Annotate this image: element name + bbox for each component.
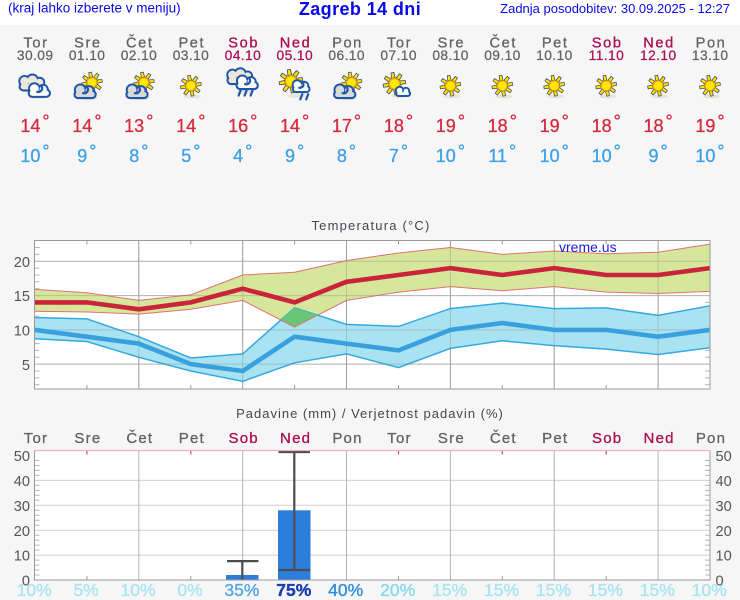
svg-text:50: 50: [716, 449, 732, 465]
svg-text:9°: 9 °: [648, 141, 667, 166]
svg-text:Zadnja posodobitev: 30.09.2025: Zadnja posodobitev: 30.09.2025 - 12:27: [500, 1, 730, 16]
svg-text:15%: 15%: [536, 580, 571, 600]
svg-text:Pet: Pet: [542, 430, 568, 447]
svg-text:40: 40: [716, 474, 732, 490]
svg-text:Čet: Čet: [126, 430, 153, 447]
svg-text:20: 20: [716, 524, 732, 540]
svg-text:Pon: Pon: [332, 430, 362, 447]
svg-text:07.10: 07.10: [380, 48, 417, 63]
svg-text:Ned: Ned: [643, 35, 675, 51]
svg-text:9°: 9 °: [285, 141, 304, 166]
svg-text:01.10: 01.10: [69, 48, 106, 63]
svg-text:Sre: Sre: [74, 430, 101, 447]
svg-text:Pon: Pon: [332, 35, 363, 51]
svg-text:15: 15: [14, 289, 30, 305]
svg-text:09.10: 09.10: [484, 48, 521, 63]
svg-text:20: 20: [14, 255, 30, 271]
svg-text:Tor: Tor: [387, 35, 412, 51]
svg-text:20%: 20%: [380, 580, 415, 600]
svg-text:Ned: Ned: [644, 430, 675, 447]
svg-text:Pet: Pet: [178, 35, 205, 51]
svg-text:19°: 19 °: [695, 112, 724, 137]
svg-text:4°: 4 °: [233, 141, 252, 166]
svg-text:10.10: 10.10: [536, 48, 573, 63]
svg-text:5%: 5%: [73, 580, 98, 600]
svg-text:vreme.us: vreme.us: [559, 239, 617, 255]
svg-text:20: 20: [14, 524, 30, 540]
svg-text:Padavine (mm) / Verjetnost pad: Padavine (mm) / Verjetnost padavin (%): [236, 406, 504, 421]
svg-text:40%: 40%: [328, 580, 363, 600]
svg-text:Pon: Pon: [696, 35, 727, 51]
svg-text:9°: 9 °: [77, 141, 96, 166]
svg-text:Čet: Čet: [490, 34, 518, 51]
svg-text:Sre: Sre: [438, 35, 466, 51]
svg-text:10%: 10%: [17, 580, 52, 600]
svg-text:Pet: Pet: [542, 35, 569, 51]
svg-text:18°: 18 °: [643, 112, 672, 137]
svg-text:8°: 8 °: [337, 141, 356, 166]
svg-text:15%: 15%: [640, 580, 675, 600]
svg-text:(kraj lahko izberete v meniju): (kraj lahko izberete v meniju): [8, 1, 181, 16]
svg-text:06.10: 06.10: [328, 48, 365, 63]
svg-text:12.10: 12.10: [640, 48, 677, 63]
svg-text:Pet: Pet: [179, 430, 205, 447]
svg-text:30.09: 30.09: [17, 48, 54, 63]
svg-text:11.10: 11.10: [589, 48, 625, 63]
svg-text:35%: 35%: [224, 580, 259, 600]
svg-text:10%: 10%: [120, 580, 155, 600]
svg-text:14°: 14 °: [280, 112, 309, 137]
svg-text:18°: 18 °: [592, 112, 621, 137]
svg-text:5°: 5 °: [181, 141, 200, 166]
svg-text:03.10: 03.10: [173, 48, 210, 63]
svg-text:13.10: 13.10: [692, 48, 729, 63]
svg-text:10°: 10 °: [436, 141, 465, 166]
svg-text:10°: 10 °: [540, 141, 569, 166]
svg-text:Pon: Pon: [696, 430, 726, 447]
svg-text:10%: 10%: [692, 580, 727, 600]
svg-text:14°: 14 °: [20, 112, 49, 137]
svg-text:15%: 15%: [484, 580, 519, 600]
svg-text:Tor: Tor: [24, 430, 48, 447]
svg-text:Sre: Sre: [74, 35, 102, 51]
svg-text:30: 30: [14, 499, 30, 515]
svg-text:Ned: Ned: [280, 430, 311, 447]
svg-text:Čet: Čet: [126, 34, 154, 51]
svg-text:10: 10: [14, 549, 30, 565]
svg-text:Sob: Sob: [228, 35, 259, 51]
svg-text:10: 10: [716, 549, 732, 565]
svg-text:Čet: Čet: [490, 430, 517, 447]
svg-text:0: 0: [716, 574, 724, 590]
svg-text:50: 50: [14, 449, 30, 465]
svg-text:Temperatura (°C): Temperatura (°C): [311, 218, 430, 233]
svg-text:15%: 15%: [588, 580, 623, 600]
svg-text:Ned: Ned: [280, 35, 312, 51]
svg-text:8°: 8 °: [129, 141, 148, 166]
svg-text:30: 30: [716, 499, 732, 515]
svg-text:Tor: Tor: [23, 35, 48, 51]
svg-text:0%: 0%: [177, 580, 202, 600]
svg-text:Sob: Sob: [592, 35, 623, 51]
svg-text:04.10: 04.10: [225, 48, 262, 63]
svg-text:15%: 15%: [432, 580, 467, 600]
svg-text:Sob: Sob: [229, 430, 259, 447]
svg-text:75%: 75%: [276, 580, 311, 600]
svg-text:Sob: Sob: [592, 430, 622, 447]
svg-text:05.10: 05.10: [277, 48, 314, 63]
svg-text:17°: 17 °: [332, 112, 361, 137]
svg-text:Zagreb 14 dni: Zagreb 14 dni: [299, 0, 421, 19]
svg-text:10: 10: [14, 324, 30, 340]
svg-text:Tor: Tor: [387, 430, 411, 447]
svg-text:40: 40: [14, 474, 30, 490]
svg-text:08.10: 08.10: [432, 48, 469, 63]
svg-text:7°: 7 °: [389, 141, 408, 166]
svg-text:5: 5: [22, 358, 30, 374]
svg-text:0: 0: [22, 574, 30, 590]
svg-text:02.10: 02.10: [121, 48, 158, 63]
svg-text:Sre: Sre: [438, 430, 465, 447]
